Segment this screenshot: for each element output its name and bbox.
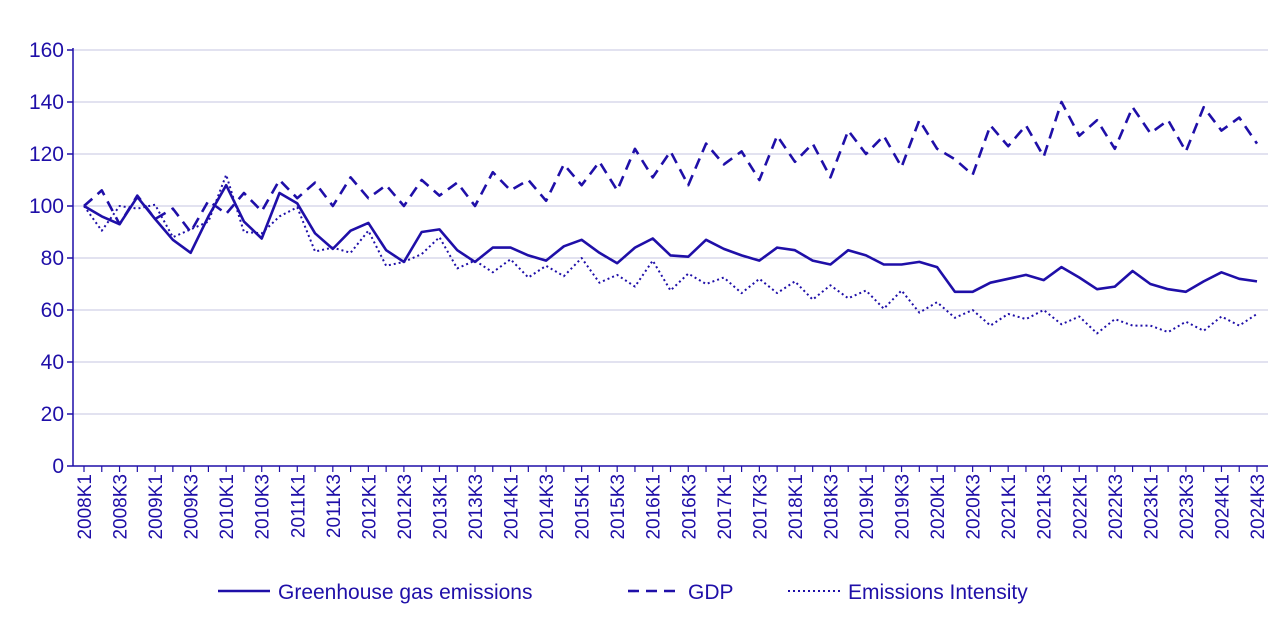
x-tick-label: 2021K3 [1035,474,1056,540]
x-tick-label: 2014K3 [537,474,558,540]
x-tick-label: 2017K1 [715,474,736,540]
x-tick-label: 2009K3 [182,474,203,540]
y-axis: 0 20 40 60 80 100 120 140 160 [29,39,74,478]
x-tick-label: 2024K1 [1212,474,1233,540]
y-tick-label: 120 [29,143,64,166]
x-tick-label: 2024K3 [1248,474,1269,540]
x-tick-label: 2020K3 [964,474,985,540]
x-tick-label: 2023K1 [1141,474,1162,540]
x-tick-label: 2013K3 [466,474,487,540]
x-axis: 2008K1 2008K3 2009K1 2009K3 2010K1 2010K3 2011… [73,465,1269,540]
x-tick-label: 2015K3 [608,474,629,540]
x-tick-label: 2018K1 [786,474,807,540]
x-tick-label: 2022K1 [1070,474,1091,540]
x-tick-label: 2008K1 [75,474,96,540]
series-lines [83,100,1259,335]
x-tick-label: 2012K1 [359,474,380,540]
x-tick-label: 2021K1 [999,474,1020,540]
legend: Greenhouse gas emissions GDP Emissions Int… [218,581,1028,604]
x-tick-label: 2016K3 [679,474,700,540]
y-tick-label: 140 [29,91,64,114]
x-tick-label: 2008K3 [111,474,132,540]
x-tick-label: 2011K3 [324,474,345,538]
x-tick-label: 2013K1 [430,474,451,540]
series-line-2 [83,173,1258,335]
x-tick-label: 2009K1 [146,474,167,540]
y-tick-label: 60 [41,299,64,322]
series-line-1 [83,100,1259,234]
x-tick-label: 2015K1 [573,474,594,540]
x-tick-label: 2010K3 [253,474,274,540]
x-tick-label: 2023K3 [1177,474,1198,540]
x-tick-label: 2012K3 [395,474,416,540]
x-tick-label: 2011K1 [288,474,309,538]
x-tick-label: 2017K3 [750,474,771,540]
y-tick-label: 40 [41,351,64,374]
x-tick-label: 2018K3 [821,474,842,540]
y-tick-label: 80 [41,247,64,270]
x-tick-label: 2019K1 [857,474,878,540]
x-tick-label: 2010K1 [217,474,238,540]
legend-label: Emissions Intensity [848,581,1028,604]
x-tick-label: 2016K1 [644,474,665,540]
series-line-0 [83,183,1258,294]
y-tick-label: 100 [29,195,64,218]
x-tick-label: 2014K1 [502,474,523,540]
y-tick-label: 0 [52,455,64,478]
legend-label: GDP [688,581,734,604]
y-tick-label: 160 [29,39,64,62]
x-tick-label: 2022K3 [1106,474,1127,540]
x-tick-label: 2020K1 [928,474,949,540]
y-tick-label: 20 [41,403,64,426]
legend-label: Greenhouse gas emissions [278,581,532,604]
x-tick-label: 2019K3 [893,474,914,540]
